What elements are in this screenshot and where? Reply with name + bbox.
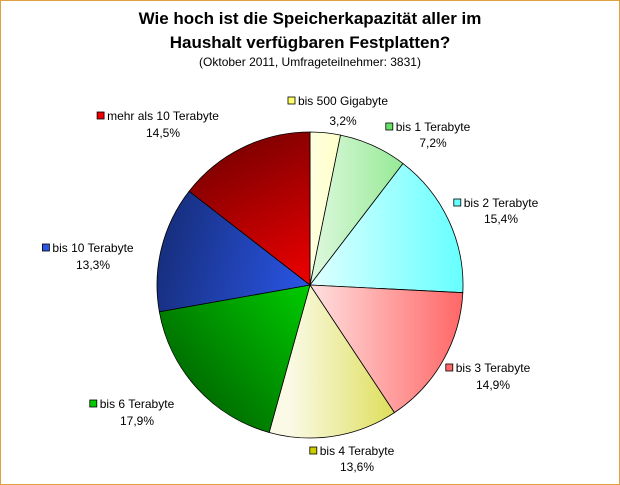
slice-label: bis 4 Terabyte 13,6% xyxy=(309,444,395,474)
slice-label-value: 13,6% xyxy=(340,460,374,474)
slice-label: mehr als 10 Terabyte 14,5% xyxy=(96,109,219,140)
legend-swatch xyxy=(309,446,318,455)
slice-label-name: bis 500 Gigabyte xyxy=(298,94,388,108)
slice-label: bis 10 Terabyte 13,3% xyxy=(42,241,134,272)
slice-label-name: bis 4 Terabyte xyxy=(320,444,395,458)
slice-label-value: 15,4% xyxy=(484,212,518,226)
pie-slice xyxy=(268,284,395,439)
legend-swatch xyxy=(287,96,296,105)
slice-label-value: 13,3% xyxy=(76,258,110,272)
pie-slice xyxy=(309,284,464,414)
chart-title-line-1: Wie hoch ist die Speicherkapazität aller… xyxy=(139,9,482,28)
slice-label-value: 14,9% xyxy=(476,378,510,392)
slice-label-value: 14,5% xyxy=(146,126,180,140)
slice-label-name: mehr als 10 Terabyte xyxy=(107,109,219,123)
pie-slice xyxy=(309,162,464,294)
chart-subtitle: (Oktober 2011, Umfrageteilnehmer: 3831) xyxy=(199,55,421,69)
legend-swatch xyxy=(453,198,462,207)
legend-swatch xyxy=(42,243,50,252)
slice-label: bis 500 Gigabyte 3,2% xyxy=(287,94,388,128)
slice-label-value: 3,2% xyxy=(329,114,357,128)
slice-label: bis 2 Terabyte 15,4% xyxy=(453,196,539,226)
slice-label-name: bis 2 Terabyte xyxy=(464,196,539,210)
slice-label: bis 6 Terabyte 17,9% xyxy=(89,397,175,428)
legend-swatch xyxy=(96,111,105,120)
pie-slice xyxy=(188,131,311,286)
chart-title-line-2: Haushalt verfügbaren Festplatten? xyxy=(170,33,451,52)
pie-slice xyxy=(158,284,311,433)
pie-slices xyxy=(156,131,464,439)
legend-swatch xyxy=(385,122,394,131)
slice-label: bis 3 Terabyte 14,9% xyxy=(445,361,531,392)
slice-label-name: bis 1 Terabyte xyxy=(396,120,471,134)
slice-label: bis 1 Terabyte 7,2% xyxy=(385,120,471,150)
slice-label-name: bis 3 Terabyte xyxy=(456,361,531,375)
slice-label-value: 7,2% xyxy=(419,136,447,150)
pie-slice xyxy=(156,190,311,313)
legend-swatch xyxy=(445,363,454,372)
slice-label-name: bis 6 Terabyte xyxy=(100,397,175,411)
slice-label-name: bis 10 Terabyte xyxy=(52,241,133,255)
slice-label-value: 17,9% xyxy=(120,414,154,428)
legend-swatch xyxy=(89,399,98,408)
